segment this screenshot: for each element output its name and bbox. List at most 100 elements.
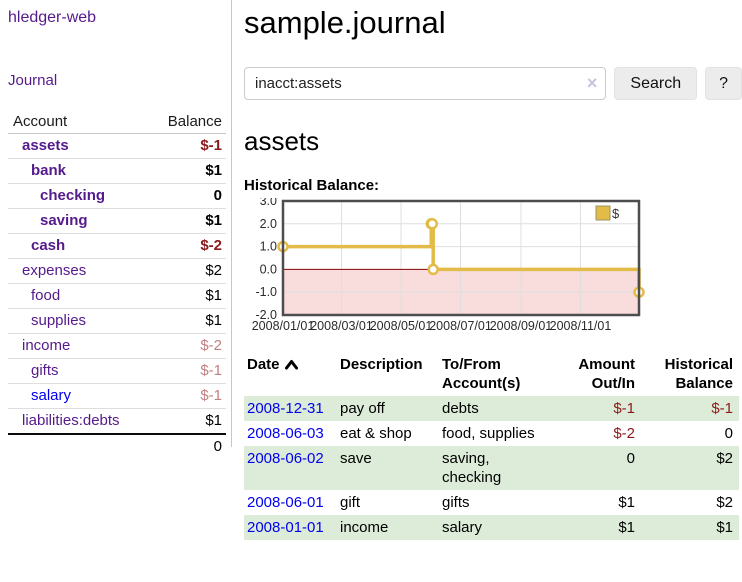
register-row: 2008-06-01 gift gifts $1 $2: [244, 490, 739, 515]
account-row: salary $-1: [8, 383, 226, 409]
account-link[interactable]: saving: [40, 212, 88, 229]
register-description: income: [340, 519, 389, 536]
legend-label: $: [612, 206, 620, 221]
transaction-date-link[interactable]: 2008-06-03: [247, 425, 324, 442]
main-content: sample.journal × Search ? assets Histori…: [244, 0, 742, 540]
accounts-header-account: Account: [8, 110, 150, 134]
register-row: 2008-06-02 save saving, checking 0 $2: [244, 446, 739, 490]
account-balance: $1: [150, 158, 226, 184]
account-link[interactable]: liabilities:debts: [22, 412, 120, 429]
register-date-cell: 2008-01-01: [244, 515, 337, 540]
register-date-cell: 2008-06-02: [244, 446, 337, 490]
register-amount: $1: [618, 494, 635, 511]
register-header-description: Description: [340, 356, 423, 373]
x-tick-label: 2008/11/01: [550, 319, 612, 333]
search-button[interactable]: Search: [614, 67, 698, 100]
y-tick-label: -2.0: [255, 308, 277, 322]
account-link[interactable]: gifts: [31, 362, 59, 379]
account-link[interactable]: checking: [40, 187, 106, 204]
register-header-date[interactable]: Date: [244, 352, 337, 396]
account-name-cell: checking: [8, 183, 150, 209]
register-header-balance: Historical Balance: [664, 356, 733, 392]
transaction-date-link[interactable]: 2008-06-02: [247, 450, 324, 467]
account-link[interactable]: bank: [31, 162, 67, 179]
register-balance: $2: [716, 450, 733, 467]
legend-swatch: [595, 205, 611, 221]
y-tick-label: 1.0: [260, 240, 277, 254]
accounts-header-balance: Balance: [150, 110, 226, 134]
account-row: food $1: [8, 283, 226, 309]
account-row: bank $1: [8, 158, 226, 184]
transaction-date-link[interactable]: 2008-01-01: [247, 519, 324, 536]
account-balance: $-1: [150, 383, 226, 409]
app-title-link[interactable]: hledger-web: [8, 9, 97, 26]
register-description: pay off: [340, 400, 385, 417]
journal-link[interactable]: Journal: [8, 72, 58, 89]
account-link[interactable]: supplies: [31, 312, 87, 329]
account-link[interactable]: income: [22, 337, 71, 354]
account-heading: assets: [244, 126, 320, 156]
account-name-cell: gifts: [8, 358, 150, 384]
account-name-cell: assets: [8, 133, 150, 159]
account-link[interactable]: salary: [31, 387, 72, 404]
x-tick-label: 2008/03/01: [310, 319, 373, 333]
data-point[interactable]: [427, 263, 439, 276]
register-row: 2008-01-01 income salary $1 $1: [244, 515, 739, 540]
sort-ascending-icon: [284, 360, 298, 370]
search-bar: × Search ?: [244, 67, 742, 100]
search-input[interactable]: [244, 67, 607, 100]
help-button[interactable]: ?: [705, 67, 742, 100]
register-amount: $1: [618, 519, 635, 536]
chart-title: Historical Balance:: [244, 177, 380, 194]
chart-svg: $3.0 2.0 1.0 0.0 -1.0 -2.02008/01/012008/03/0…: [252, 194, 645, 333]
data-point[interactable]: [426, 218, 438, 230]
register-accounts: salary: [442, 519, 483, 536]
register-header-accounts: To/From Account(s): [442, 356, 521, 392]
account-row: income $-2: [8, 333, 226, 359]
register-header-row: Date Description To/From Account(s) Amou…: [244, 352, 739, 396]
register-accounts: food, supplies: [442, 425, 535, 442]
register-balance: $1: [716, 519, 733, 536]
x-tick-label: 2008/05/01: [370, 319, 433, 333]
account-balance: $1: [150, 283, 226, 309]
account-link[interactable]: food: [31, 287, 61, 304]
account-balance: $1: [150, 408, 226, 435]
account-balance: $-2: [150, 233, 226, 259]
account-name-cell: income: [8, 333, 150, 359]
y-tick-label: 2.0: [260, 217, 277, 231]
account-link[interactable]: assets: [22, 137, 69, 154]
sidebar: hledger-web Journal Account Balance asse…: [0, 0, 232, 459]
account-balance: $-2: [150, 333, 226, 359]
account-link[interactable]: expenses: [22, 262, 87, 279]
register-amount: 0: [626, 450, 635, 467]
account-row: liabilities:debts $1: [8, 408, 226, 435]
register-amount: $-1: [613, 400, 635, 417]
accounts-total-row: 0: [8, 433, 226, 459]
account-name-cell: expenses: [8, 258, 150, 284]
y-tick-label: 0.0: [260, 262, 277, 276]
clear-search-icon[interactable]: ×: [586, 73, 598, 93]
account-link[interactable]: cash: [31, 237, 66, 254]
account-name-cell: bank: [8, 158, 150, 184]
account-balance: $-1: [150, 133, 226, 159]
account-row: expenses $2: [8, 258, 226, 284]
register-table: Date Description To/From Account(s) Amou…: [244, 352, 739, 540]
x-tick-label: 2008/09/01: [490, 319, 553, 333]
register-balance: 0: [724, 425, 733, 442]
register-row: 2008-06-03 eat & shop food, supplies $-2 0: [244, 421, 739, 446]
account-name-cell: food: [8, 283, 150, 309]
transaction-date-link[interactable]: 2008-12-31: [247, 400, 324, 417]
accounts-table: Account Balance assets $-1 bank $1 checking 0…: [8, 110, 226, 459]
account-name-cell: liabilities:debts: [8, 408, 150, 435]
account-name-cell: saving: [8, 208, 150, 234]
register-row: 2008-12-31 pay off debts $-1 $-1: [244, 396, 739, 421]
register-accounts: saving, checking: [442, 450, 502, 486]
transaction-date-link[interactable]: 2008-06-01: [247, 494, 324, 511]
account-name-cell: cash: [8, 233, 150, 259]
account-row: supplies $1: [8, 308, 226, 334]
register-accounts: debts: [442, 400, 479, 417]
accounts-total: 0: [8, 433, 226, 459]
register-balance: $-1: [711, 400, 733, 417]
account-balance: 0: [150, 183, 226, 209]
register-balance: $2: [716, 494, 733, 511]
